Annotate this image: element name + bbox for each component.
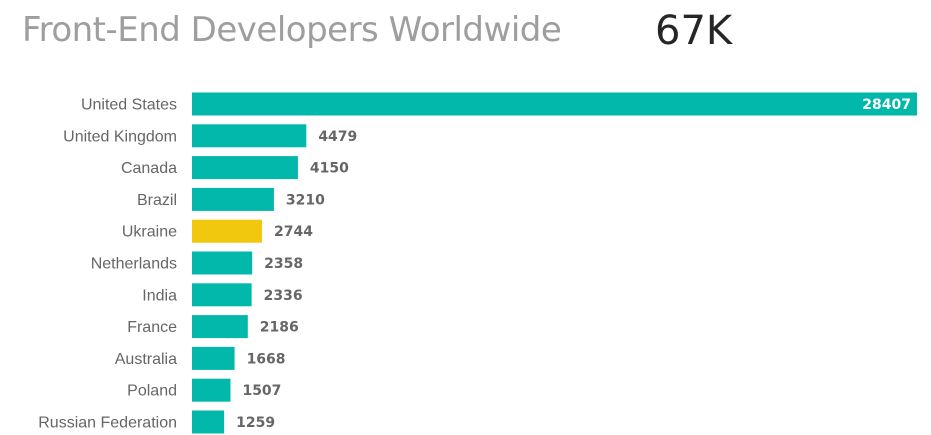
value-label-france: 2186 bbox=[260, 320, 299, 336]
value-label-netherlands: 2358 bbox=[264, 256, 303, 272]
bar-australia[interactable] bbox=[192, 346, 235, 370]
bar-canada[interactable] bbox=[192, 156, 298, 180]
bar-netherlands[interactable] bbox=[192, 251, 253, 275]
value-label-united-kingdom: 4479 bbox=[318, 129, 357, 145]
bar-brazil[interactable] bbox=[192, 187, 274, 211]
value-label-canada: 4150 bbox=[310, 161, 349, 177]
header: Front-End Developers Worldwide 67K bbox=[0, 0, 931, 70]
category-label-india: India bbox=[142, 287, 177, 304]
value-label-poland: 1507 bbox=[242, 383, 281, 399]
value-label-russian-federation: 1259 bbox=[236, 415, 275, 431]
category-label-france: France bbox=[127, 319, 177, 336]
value-label-australia: 1668 bbox=[247, 351, 286, 367]
value-label-united-states: 28407 bbox=[862, 97, 911, 113]
category-label-united-states: United States bbox=[81, 97, 177, 114]
value-label-ukraine: 2744 bbox=[274, 224, 313, 240]
category-label-australia: Australia bbox=[115, 351, 177, 368]
chart-title: Front-End Developers Worldwide bbox=[22, 10, 562, 50]
bar-india[interactable] bbox=[192, 283, 252, 307]
bar-poland[interactable] bbox=[192, 378, 231, 402]
bar-france[interactable] bbox=[192, 315, 248, 339]
kpi-total-card: 67K bbox=[655, 8, 733, 54]
category-label-poland: Poland bbox=[127, 383, 177, 400]
value-label-india: 2336 bbox=[264, 288, 303, 304]
bar-russian-federation[interactable] bbox=[192, 410, 225, 434]
category-label-brazil: Brazil bbox=[137, 192, 177, 209]
bar-united-kingdom[interactable] bbox=[192, 124, 307, 148]
category-label-united-kingdom: United Kingdom bbox=[63, 128, 177, 145]
category-label-canada: Canada bbox=[121, 160, 177, 177]
value-label-brazil: 3210 bbox=[286, 192, 325, 208]
category-label-russian-federation: Russian Federation bbox=[38, 415, 177, 432]
bar-united-states[interactable] bbox=[192, 92, 917, 116]
category-label-netherlands: Netherlands bbox=[91, 256, 177, 273]
bar-chart: United States 28407 United Kingdom 4479 Cana… bbox=[38, 92, 917, 434]
category-label-ukraine: Ukraine bbox=[122, 224, 177, 241]
bar-ukraine[interactable] bbox=[192, 219, 263, 243]
